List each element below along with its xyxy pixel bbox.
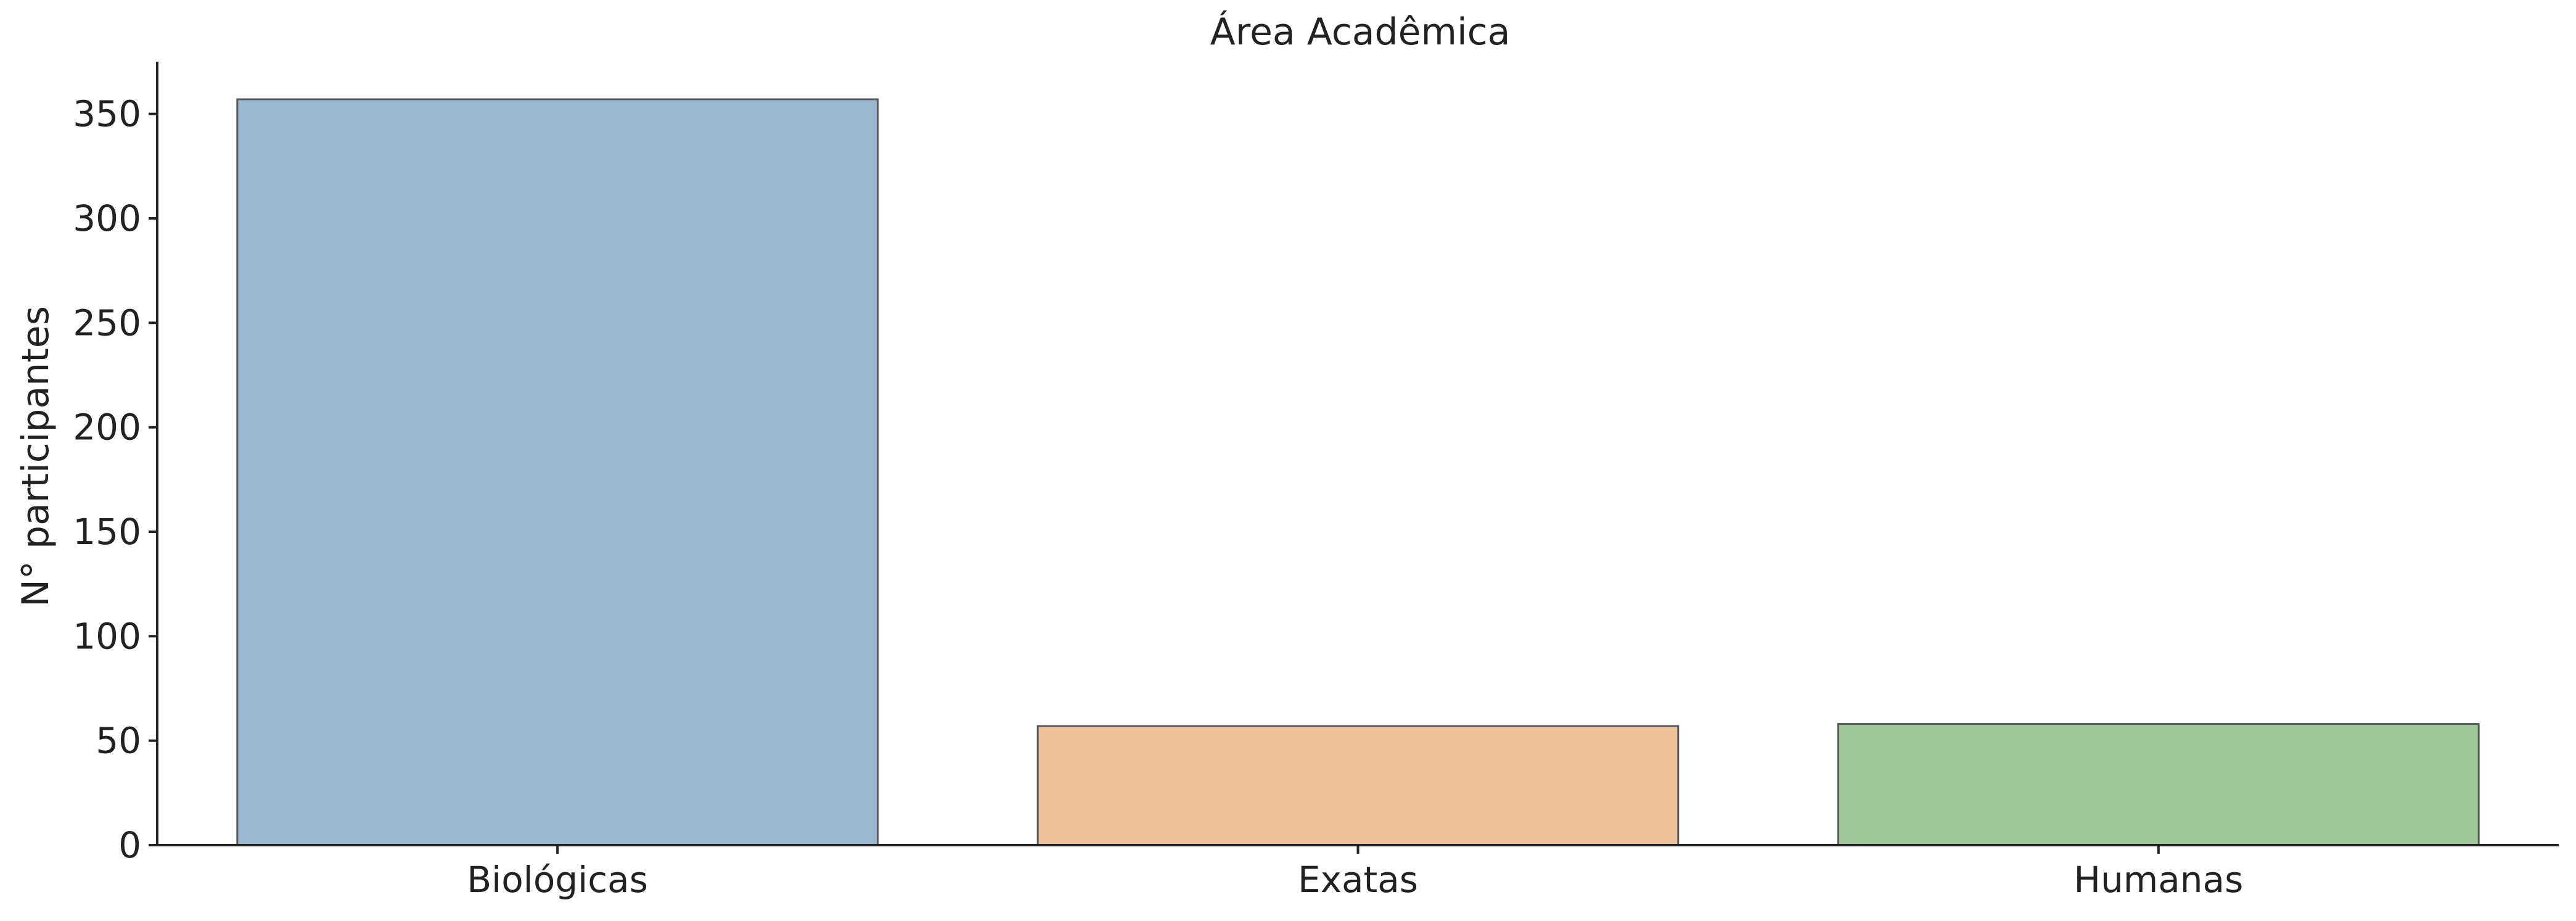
y-tick-label: 150 [73, 511, 141, 553]
x-tick-label: Humanas [2074, 859, 2243, 901]
x-axis-ticks: Biológicas Exatas Humanas [467, 845, 2243, 901]
chart-title: Área Acadêmica [1210, 10, 1511, 54]
y-tick-label: 50 [96, 720, 141, 762]
bar-biológicas [236, 98, 879, 846]
y-axis-ticks: 0 50 100 150 200 250 300 350 [73, 93, 157, 866]
y-tick-label: 0 [118, 824, 141, 866]
y-tick-label: 100 [73, 615, 141, 657]
x-tick-label: Exatas [1298, 859, 1418, 901]
bars-group [236, 98, 2480, 846]
y-axis-label: N° participantes [14, 306, 57, 607]
y-tick-label: 300 [73, 197, 141, 239]
bar-exatas [1036, 725, 1680, 846]
y-tick-label: 250 [73, 302, 141, 344]
bar-humanas [1837, 723, 2480, 846]
x-tick-label: Biológicas [467, 859, 648, 901]
y-tick-label: 350 [73, 93, 141, 135]
y-tick-label: 200 [73, 407, 141, 448]
